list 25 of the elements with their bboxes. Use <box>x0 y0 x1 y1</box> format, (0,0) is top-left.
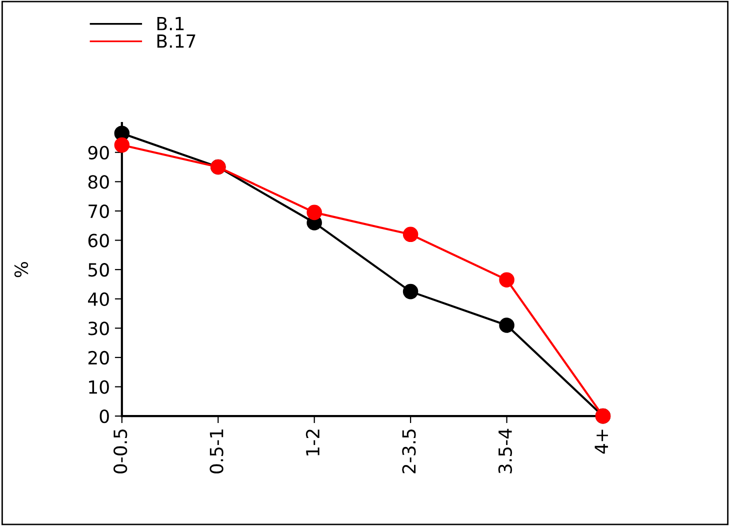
point <box>499 272 514 288</box>
x-tick-label: 3.5-4 <box>498 428 512 474</box>
y-tick-label: 30 <box>88 322 109 336</box>
legend-label: B.1 <box>157 17 184 30</box>
point <box>499 318 514 333</box>
x-tick-label: 4+ <box>594 430 608 454</box>
x-tick-label: 2-3.5 <box>402 429 416 474</box>
y-tick-label: 80 <box>88 175 109 189</box>
point <box>402 284 418 300</box>
x-tick-label: 1-2 <box>306 430 320 456</box>
y-tick-label: 10 <box>89 380 109 394</box>
x-tick-label: 0-0.5 <box>113 429 128 474</box>
legend-label: B.17 <box>157 34 196 48</box>
y-tick-label: 20 <box>88 350 109 365</box>
y-tick-label: 60 <box>88 234 109 248</box>
point <box>114 137 130 153</box>
y-tick-label: 0 <box>100 410 109 424</box>
point <box>402 226 418 242</box>
x-tick-label: 0.5-1 <box>210 430 224 474</box>
y-axis-title: % <box>14 262 28 278</box>
y-tick-label: 70 <box>88 204 109 218</box>
y-tick-label: 50 <box>88 263 109 277</box>
y-tick-label: 40 <box>88 292 109 306</box>
point <box>306 204 322 220</box>
y-tick-label: 90 <box>88 146 109 160</box>
